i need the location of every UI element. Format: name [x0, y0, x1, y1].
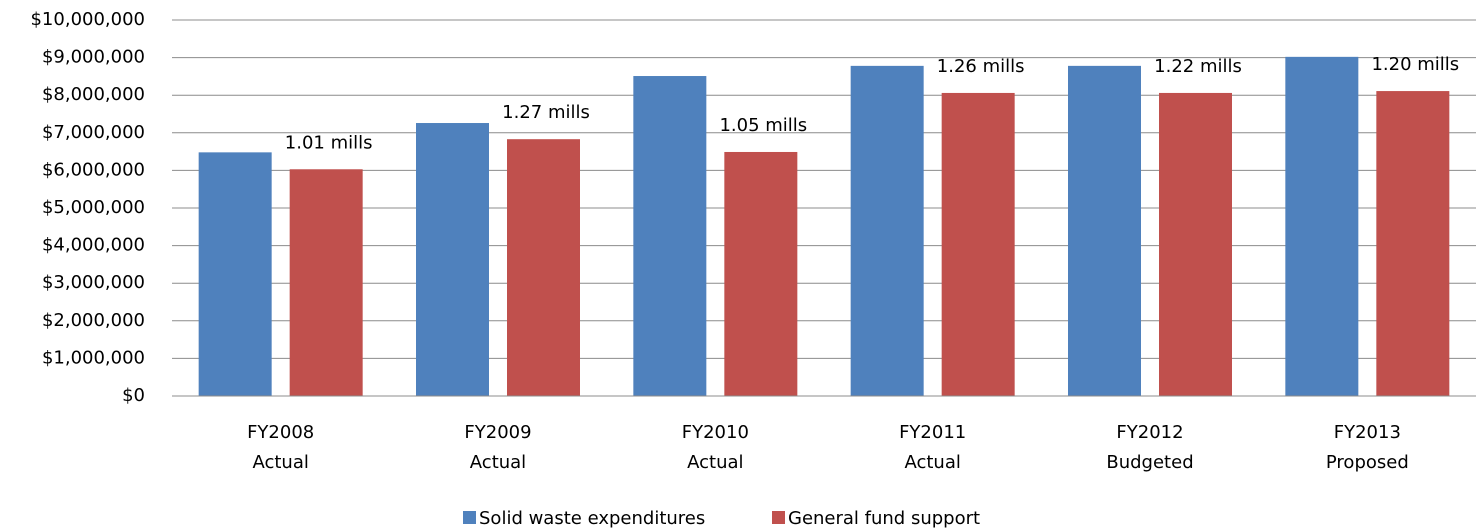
x-tick-label: FY2011: [899, 422, 966, 443]
x-tick-label: FY2008: [247, 422, 314, 443]
y-tick-label: $3,000,000: [42, 272, 145, 293]
y-tick-label: $5,000,000: [42, 197, 145, 218]
annotation: 1.26 mills: [937, 56, 1025, 77]
bar: [1285, 56, 1359, 397]
x-tick-label: FY2009: [464, 422, 531, 443]
y-tick-label: $4,000,000: [42, 235, 145, 256]
bar: [289, 169, 363, 396]
x-tick-label: FY2010: [682, 422, 749, 443]
bar: [1159, 92, 1232, 396]
y-tick-label: $1,000,000: [42, 347, 145, 368]
y-tick-label: $7,000,000: [42, 122, 145, 143]
annotation: 1.20 mills: [1371, 54, 1459, 75]
y-tick-label: $10,000,000: [30, 9, 145, 30]
bar: [507, 139, 580, 396]
legend-label: Solid waste expenditures: [479, 508, 705, 529]
annotation: 1.22 mills: [1154, 56, 1242, 77]
bar: [941, 92, 1015, 396]
x-tick-label: FY2013: [1334, 422, 1401, 443]
x-tick-label: Actual: [470, 452, 526, 473]
annotation: 1.05 mills: [719, 115, 807, 136]
bar: [1376, 91, 1450, 397]
y-tick-label: $8,000,000: [42, 84, 145, 105]
annotation: 1.27 mills: [502, 102, 590, 123]
x-tick-label: Actual: [687, 452, 743, 473]
x-tick-label: Budgeted: [1106, 452, 1193, 473]
bar: [1068, 65, 1141, 396]
legend-swatch: [772, 511, 785, 524]
bar: [633, 76, 707, 397]
annotation: 1.01 mills: [285, 132, 373, 153]
x-tick-label: Actual: [904, 452, 960, 473]
x-tick-label: Actual: [252, 452, 308, 473]
x-tick-label: FY2012: [1116, 422, 1183, 443]
y-tick-label: $9,000,000: [42, 47, 145, 68]
legend-label: General fund support: [788, 508, 980, 529]
y-tick-label: $6,000,000: [42, 159, 145, 180]
bar: [850, 65, 924, 396]
bar: [416, 123, 489, 397]
bar: [724, 151, 798, 396]
y-tick-label: $0: [122, 385, 145, 406]
x-tick-label: Proposed: [1326, 452, 1409, 473]
y-tick-label: $2,000,000: [42, 310, 145, 331]
bar: [198, 152, 272, 396]
legend-swatch: [463, 511, 476, 524]
